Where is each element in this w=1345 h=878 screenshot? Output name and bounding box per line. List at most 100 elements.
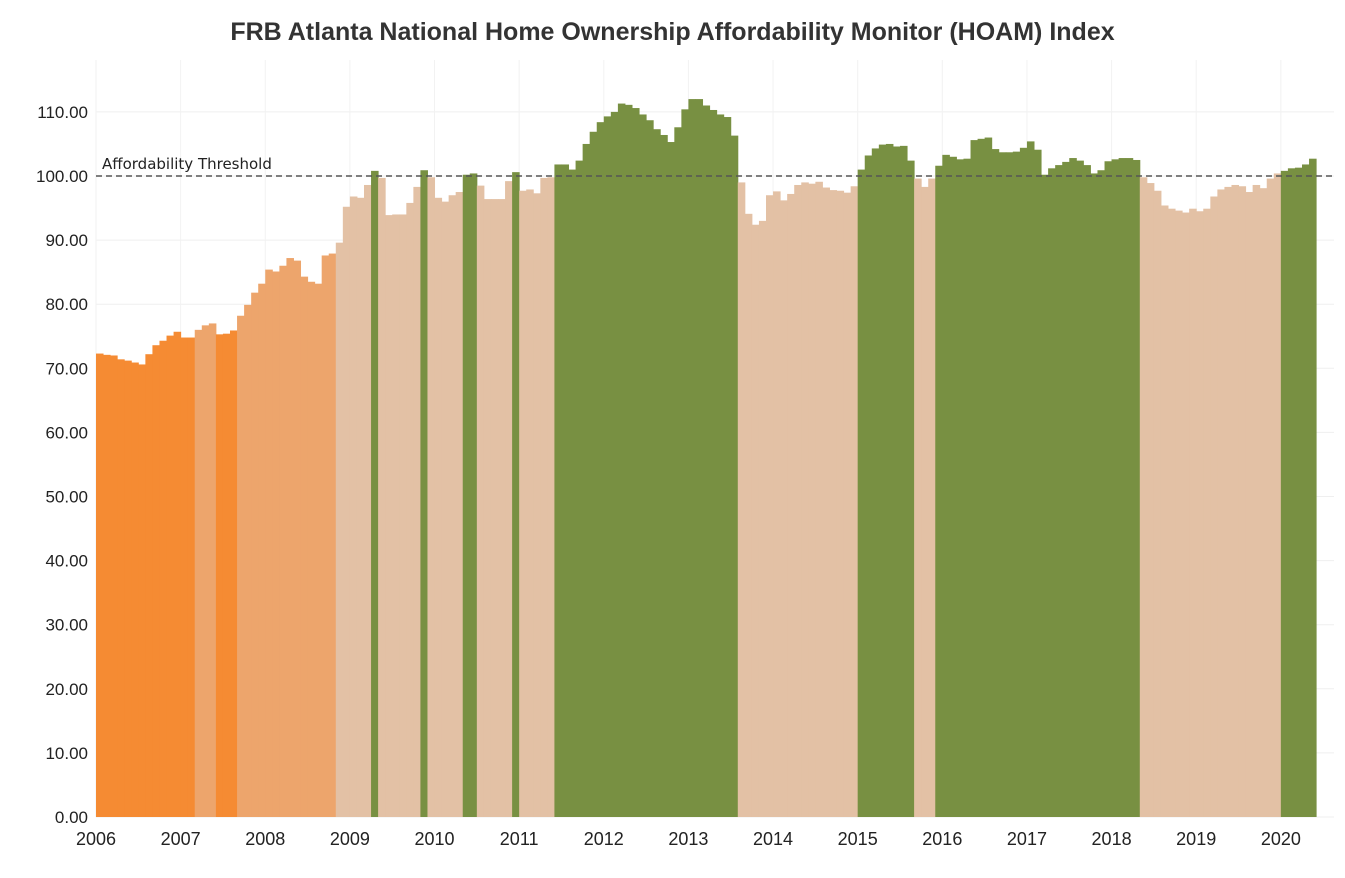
bar-2016-06 [977, 138, 986, 817]
bar-2014-11 [843, 192, 852, 818]
bar-2014-10 [836, 190, 845, 818]
y-tick-label: 100.00 [36, 167, 88, 186]
bar-2011-11 [589, 131, 598, 817]
y-tick-label: 10.00 [45, 744, 88, 763]
bar-2012-06 [639, 114, 647, 817]
bar-2007-10 [244, 304, 252, 818]
bar-2013-01 [688, 99, 696, 817]
bar-2014-06 [808, 183, 816, 817]
bar-2010-12 [512, 172, 520, 817]
bar-2006-07 [138, 364, 146, 817]
bar-2006-11 [166, 335, 175, 817]
bar-2019-12 [1273, 173, 1282, 817]
bar-2008-09 [321, 255, 330, 818]
bar-2016-11 [1012, 151, 1021, 817]
bar-2014-05 [801, 182, 809, 817]
bar-2015-04 [878, 144, 887, 818]
bar-2017-06 [1062, 161, 1070, 817]
bar-2017-07 [1069, 158, 1077, 818]
bar-2018-02 [1118, 158, 1127, 818]
bar-2013-03 [702, 105, 711, 818]
bar-2008-07 [307, 281, 316, 817]
bar-2013-02 [695, 99, 704, 817]
bar-2009-10 [413, 186, 421, 817]
x-axis: 2006 2007 2008 2009 2010 2011 2012 2013 2014 2015… [76, 829, 1301, 849]
bar-2011-01 [519, 190, 527, 818]
bar-2018-07 [1153, 190, 1162, 818]
bar-2018-04 [1132, 159, 1141, 818]
bar-2019-07 [1238, 186, 1247, 817]
bar-2012-02 [610, 111, 619, 817]
bar-2015-06 [892, 146, 901, 817]
bar-2015-10 [921, 186, 929, 817]
bar-2016-05 [970, 140, 979, 818]
bar-2014-02 [780, 200, 788, 818]
bar-2019-11 [1266, 178, 1275, 817]
bars [96, 99, 1317, 818]
bar-2019-08 [1245, 192, 1254, 817]
bar-2013-09 [744, 213, 753, 817]
y-tick-label: 0.00 [55, 808, 88, 827]
bar-2007-03 [194, 329, 203, 817]
bar-2016-09 [998, 152, 1007, 817]
bar-2013-12 [766, 195, 774, 818]
bar-2020-02 [1287, 168, 1296, 817]
x-tick-label-2008: 2008 [245, 829, 285, 849]
bar-2007-06 [215, 334, 224, 817]
bar-2006-02 [103, 354, 111, 817]
bar-undefined [1302, 164, 1310, 817]
bar-2007-05 [208, 323, 217, 817]
bar-2007-12 [258, 283, 266, 817]
bar-2011-05 [547, 177, 555, 817]
bar-2019-06 [1231, 184, 1240, 818]
bar-2010-04 [455, 192, 464, 817]
x-tick-label-2009: 2009 [330, 829, 370, 849]
y-tick-label: 40.00 [45, 552, 88, 571]
bar-2008-11 [335, 242, 344, 817]
bar-2007-02 [187, 337, 196, 817]
bar-2012-12 [681, 109, 689, 818]
bar-2006-08 [145, 354, 153, 817]
bar-2017-05 [1055, 165, 1063, 818]
bar-2010-06 [469, 173, 478, 817]
bar-2007-08 [230, 330, 238, 817]
bar-2010-08 [483, 199, 492, 817]
y-axis: 0.00 10.00 20.00 30.00 40.00 50.00 60.00 70.00 8… [36, 103, 88, 827]
bar-2018-11 [1182, 212, 1190, 818]
bar-2015-07 [900, 145, 908, 817]
bar-2017-09 [1083, 165, 1091, 818]
bar-2013-11 [758, 220, 767, 817]
bar-2007-04 [201, 325, 210, 817]
x-tick-label-2019: 2019 [1176, 829, 1216, 849]
y-tick-label: 70.00 [45, 359, 88, 378]
bar-2015-03 [871, 148, 880, 817]
y-tick-label: 80.00 [45, 295, 88, 314]
bar-2019-02 [1203, 208, 1211, 817]
bar-2008-10 [328, 253, 337, 817]
bar-2007-07 [222, 333, 231, 817]
bar-2011-12 [596, 122, 605, 817]
bar-2013-04 [709, 109, 718, 818]
bar-2006-09 [152, 345, 160, 817]
bar-2009-11 [420, 170, 428, 818]
bar-2014-09 [829, 190, 838, 818]
bar-2015-11 [928, 178, 936, 817]
bar-2009-02 [356, 197, 365, 818]
bar-2019-10 [1259, 188, 1268, 817]
bar-2015-05 [885, 143, 894, 817]
x-tick-label-2018: 2018 [1092, 829, 1132, 849]
bar-2006-05 [124, 360, 132, 817]
x-tick-label-2011: 2011 [500, 829, 539, 849]
x-tick-label-2006: 2006 [76, 829, 116, 849]
bar-2006-03 [110, 355, 118, 817]
bar-2008-08 [314, 283, 323, 817]
bar-2019-05 [1224, 186, 1232, 817]
bar-2009-08 [399, 214, 407, 817]
bar-2020-03 [1294, 167, 1303, 818]
bar-2012-05 [632, 108, 640, 818]
bar-2011-09 [575, 160, 584, 817]
bar-2013-05 [716, 114, 725, 817]
bar-2006-04 [117, 359, 125, 817]
bar-2008-02 [272, 271, 280, 817]
